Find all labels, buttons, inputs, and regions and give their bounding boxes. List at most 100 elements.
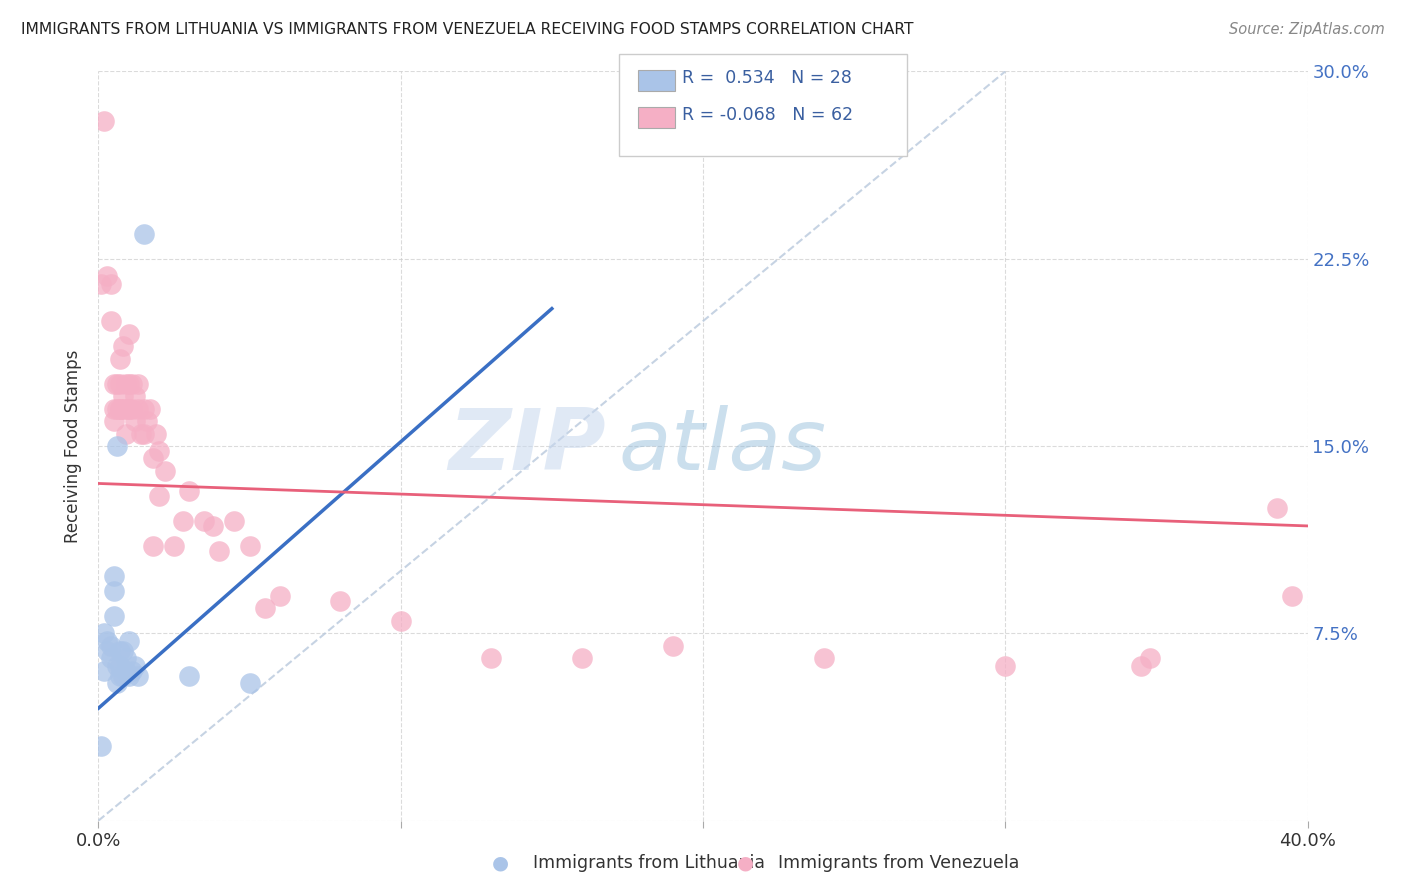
Point xyxy=(153,464,176,478)
Point xyxy=(90,277,112,291)
Point xyxy=(1267,501,1289,516)
Point xyxy=(105,658,128,673)
Text: Immigrants from Lithuania: Immigrants from Lithuania xyxy=(533,855,765,872)
Point xyxy=(132,426,155,441)
Point xyxy=(994,658,1017,673)
Point xyxy=(121,376,143,391)
Point xyxy=(127,669,149,683)
Point xyxy=(139,401,162,416)
Point xyxy=(127,376,149,391)
Point xyxy=(114,426,136,441)
Point xyxy=(661,639,683,653)
Point xyxy=(148,489,170,503)
Point xyxy=(329,594,352,608)
Text: Source: ZipAtlas.com: Source: ZipAtlas.com xyxy=(1229,22,1385,37)
Point xyxy=(124,389,146,403)
Point xyxy=(103,401,125,416)
Point xyxy=(121,664,143,678)
Point xyxy=(96,269,118,284)
Point xyxy=(90,739,112,753)
Point xyxy=(103,583,125,598)
Text: R = -0.068   N = 62: R = -0.068 N = 62 xyxy=(682,106,853,124)
Text: Immigrants from Venezuela: Immigrants from Venezuela xyxy=(778,855,1019,872)
Point xyxy=(108,658,131,673)
Point xyxy=(105,401,128,416)
Point xyxy=(108,351,131,366)
Point xyxy=(114,401,136,416)
Point xyxy=(118,401,141,416)
Point xyxy=(100,277,122,291)
Point xyxy=(93,664,115,678)
Point xyxy=(269,589,291,603)
Point xyxy=(145,426,167,441)
Point xyxy=(93,626,115,640)
Point xyxy=(163,539,186,553)
Point xyxy=(111,401,134,416)
Point xyxy=(208,544,231,558)
Y-axis label: Receiving Food Stamps: Receiving Food Stamps xyxy=(65,350,83,542)
Point xyxy=(129,426,152,441)
Text: atlas: atlas xyxy=(619,404,827,488)
Point xyxy=(142,539,165,553)
Point xyxy=(111,339,134,353)
Point xyxy=(111,389,134,403)
Point xyxy=(224,514,246,528)
Point xyxy=(1139,651,1161,665)
Point xyxy=(121,401,143,416)
Point xyxy=(239,539,262,553)
Text: ZIP: ZIP xyxy=(449,404,606,488)
Point xyxy=(124,414,146,428)
Point xyxy=(108,401,131,416)
Point xyxy=(253,601,276,615)
Point xyxy=(100,314,122,328)
Point xyxy=(118,669,141,683)
Point xyxy=(148,444,170,458)
Point xyxy=(571,651,593,665)
Point xyxy=(1130,658,1153,673)
Point xyxy=(127,401,149,416)
Point xyxy=(105,376,128,391)
Point xyxy=(118,633,141,648)
Point xyxy=(1281,589,1303,603)
Text: ●: ● xyxy=(492,854,509,872)
Point xyxy=(481,651,503,665)
Point xyxy=(118,326,141,341)
Point xyxy=(172,514,194,528)
Point xyxy=(100,639,122,653)
Point xyxy=(179,483,201,498)
Point xyxy=(93,114,115,128)
Point xyxy=(132,401,155,416)
Point xyxy=(202,519,225,533)
Point xyxy=(132,227,155,241)
Point xyxy=(118,376,141,391)
Point xyxy=(100,651,122,665)
Text: IMMIGRANTS FROM LITHUANIA VS IMMIGRANTS FROM VENEZUELA RECEIVING FOOD STAMPS COR: IMMIGRANTS FROM LITHUANIA VS IMMIGRANTS … xyxy=(21,22,914,37)
Point xyxy=(108,376,131,391)
Point xyxy=(124,658,146,673)
Point xyxy=(114,664,136,678)
Point xyxy=(813,651,835,665)
Point xyxy=(389,614,412,628)
Point xyxy=(108,669,131,683)
Point xyxy=(96,644,118,658)
Point xyxy=(108,644,131,658)
Point xyxy=(108,401,131,416)
Text: R =  0.534   N = 28: R = 0.534 N = 28 xyxy=(682,69,852,87)
Point xyxy=(193,514,215,528)
Point xyxy=(118,401,141,416)
Point xyxy=(111,644,134,658)
Point xyxy=(103,376,125,391)
Point xyxy=(135,414,157,428)
Point xyxy=(239,676,262,690)
Point xyxy=(103,414,125,428)
Text: ●: ● xyxy=(737,854,754,872)
Point xyxy=(103,608,125,623)
Point xyxy=(179,669,201,683)
Point xyxy=(96,633,118,648)
Point xyxy=(114,651,136,665)
Point xyxy=(114,376,136,391)
Point xyxy=(111,669,134,683)
Point xyxy=(105,439,128,453)
Point xyxy=(105,676,128,690)
Point xyxy=(103,569,125,583)
